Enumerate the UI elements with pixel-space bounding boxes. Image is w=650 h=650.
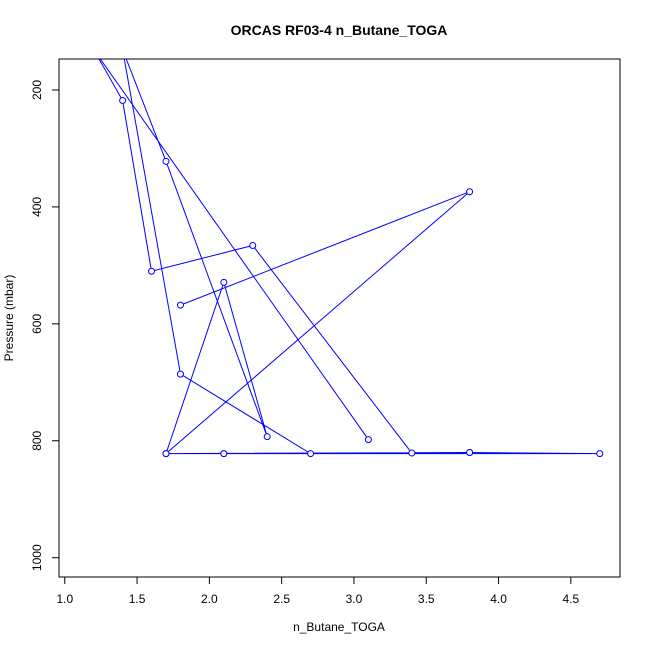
x-axis-label: n_Butane_TOGA bbox=[293, 620, 385, 634]
data-point bbox=[364, 436, 372, 444]
x-tick-label: 1.5 bbox=[129, 592, 146, 606]
y-tick-label: 400 bbox=[30, 197, 44, 217]
data-point bbox=[162, 157, 170, 165]
x-axis: 1.0 1.5 2.0 2.5 3.0 3.5 4.0 4.5 bbox=[56, 576, 580, 606]
x-tick-label: 3.0 bbox=[346, 592, 363, 606]
x-tick-label: 4.5 bbox=[562, 592, 579, 606]
data-point bbox=[176, 301, 184, 309]
data-point bbox=[249, 242, 257, 250]
y-axis: 200 400 600 800 1000 bbox=[30, 80, 60, 571]
series-line bbox=[98, 59, 600, 455]
data-point bbox=[596, 450, 604, 458]
data-point bbox=[176, 370, 184, 378]
plot-area bbox=[98, 59, 604, 458]
data-point bbox=[263, 433, 271, 441]
x-tick-label: 4.0 bbox=[490, 592, 507, 606]
x-tick-label: 2.0 bbox=[201, 592, 218, 606]
y-tick-label: 1000 bbox=[30, 544, 44, 571]
x-tick-label: 3.5 bbox=[418, 592, 435, 606]
data-point bbox=[220, 278, 228, 286]
data-point bbox=[148, 267, 156, 275]
y-tick-label: 200 bbox=[30, 80, 44, 100]
data-point bbox=[466, 188, 474, 196]
data-point bbox=[119, 97, 127, 105]
y-axis-label: Pressure (mbar) bbox=[2, 275, 16, 362]
plot-frame bbox=[58, 58, 621, 578]
y-tick-label: 600 bbox=[30, 314, 44, 334]
chart-title: ORCAS RF03-4 n_Butane_TOGA bbox=[231, 22, 448, 38]
x-tick-label: 1.0 bbox=[56, 592, 73, 606]
x-tick-label: 2.5 bbox=[273, 592, 290, 606]
data-point bbox=[466, 448, 474, 456]
data-point bbox=[307, 450, 315, 458]
data-point bbox=[408, 449, 416, 457]
y-tick-label: 800 bbox=[30, 430, 44, 450]
data-point bbox=[162, 450, 170, 458]
data-point bbox=[220, 450, 228, 458]
